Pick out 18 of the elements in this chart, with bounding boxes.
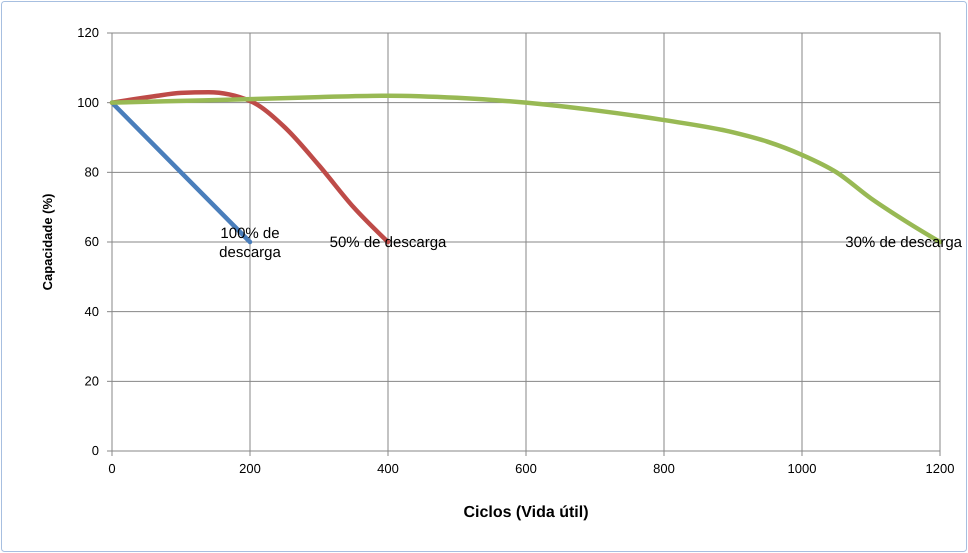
x-tick-label: 400 bbox=[377, 461, 399, 476]
x-tick-label: 200 bbox=[239, 461, 261, 476]
annotation: 30% de descarga bbox=[845, 234, 963, 251]
y-tick-label: 0 bbox=[92, 443, 99, 458]
x-tick-label: 1000 bbox=[788, 461, 816, 476]
y-tick-label: 60 bbox=[84, 234, 99, 250]
annotation: 50% de descarga bbox=[330, 234, 448, 251]
y-axis-title: Capacidade (%) bbox=[40, 194, 55, 290]
x-tick-label: 600 bbox=[515, 461, 537, 476]
y-tick-label: 100 bbox=[77, 94, 99, 110]
y-tick-label: 40 bbox=[84, 304, 99, 319]
x-tick-label: 800 bbox=[653, 461, 675, 476]
x-tick-label: 0 bbox=[108, 461, 116, 476]
x-tick-label: 1200 bbox=[926, 461, 954, 476]
y-tick-label: 20 bbox=[84, 373, 99, 388]
x-axis-title: Ciclos (Vida útil) bbox=[463, 504, 589, 521]
y-tick-label: 120 bbox=[77, 25, 99, 40]
y-tick-label: 80 bbox=[84, 164, 99, 180]
